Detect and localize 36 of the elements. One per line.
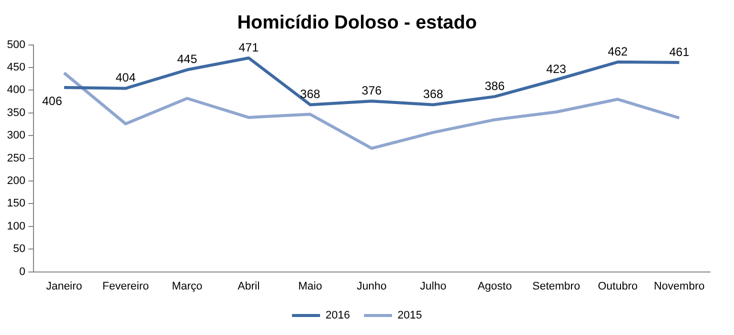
x-tick-label: Julho bbox=[420, 280, 446, 292]
data-label: 404 bbox=[116, 70, 136, 85]
x-tick-label: Janeiro bbox=[46, 280, 82, 292]
data-label: 368 bbox=[423, 87, 444, 102]
y-tick-label: 200 bbox=[6, 175, 26, 188]
y-tick-label: 400 bbox=[6, 84, 26, 96]
x-tick-label: Agosto bbox=[478, 280, 512, 292]
data-label: 376 bbox=[362, 83, 382, 98]
y-tick-label: 0 bbox=[19, 266, 26, 278]
legend-label: 2015 bbox=[398, 310, 422, 322]
data-label: 386 bbox=[484, 78, 506, 93]
x-tick-label: Março bbox=[172, 280, 202, 292]
y-tick-label: 500 bbox=[6, 38, 26, 51]
data-label: 368 bbox=[300, 87, 320, 102]
x-tick-label: Fevereiro bbox=[102, 280, 149, 292]
data-label: 406 bbox=[42, 94, 62, 108]
y-tick-label: 50 bbox=[13, 243, 26, 256]
y-tick-label: 250 bbox=[6, 152, 26, 164]
y-tick-label: 300 bbox=[6, 130, 26, 142]
x-tick-label: Maio bbox=[298, 280, 322, 292]
x-tick-label: Novembro bbox=[654, 280, 705, 292]
x-tick-label: Setembro bbox=[532, 280, 580, 292]
data-label: 423 bbox=[546, 62, 567, 76]
y-tick-label: 350 bbox=[6, 106, 26, 119]
data-label: 471 bbox=[238, 40, 259, 54]
x-tick-label: Junho bbox=[356, 280, 387, 292]
y-tick-label: 100 bbox=[6, 220, 26, 232]
data-label: 461 bbox=[669, 44, 690, 59]
y-tick-label: 450 bbox=[6, 62, 26, 74]
chart-title: Homicídio Doloso - estado bbox=[237, 12, 477, 34]
x-tick-label: Outubro bbox=[598, 280, 638, 292]
legend-label: 2016 bbox=[326, 310, 350, 322]
data-label: 445 bbox=[177, 52, 198, 66]
y-tick-label: 150 bbox=[6, 198, 26, 210]
data-label: 462 bbox=[608, 44, 628, 58]
x-tick-label: Abril bbox=[238, 280, 260, 292]
